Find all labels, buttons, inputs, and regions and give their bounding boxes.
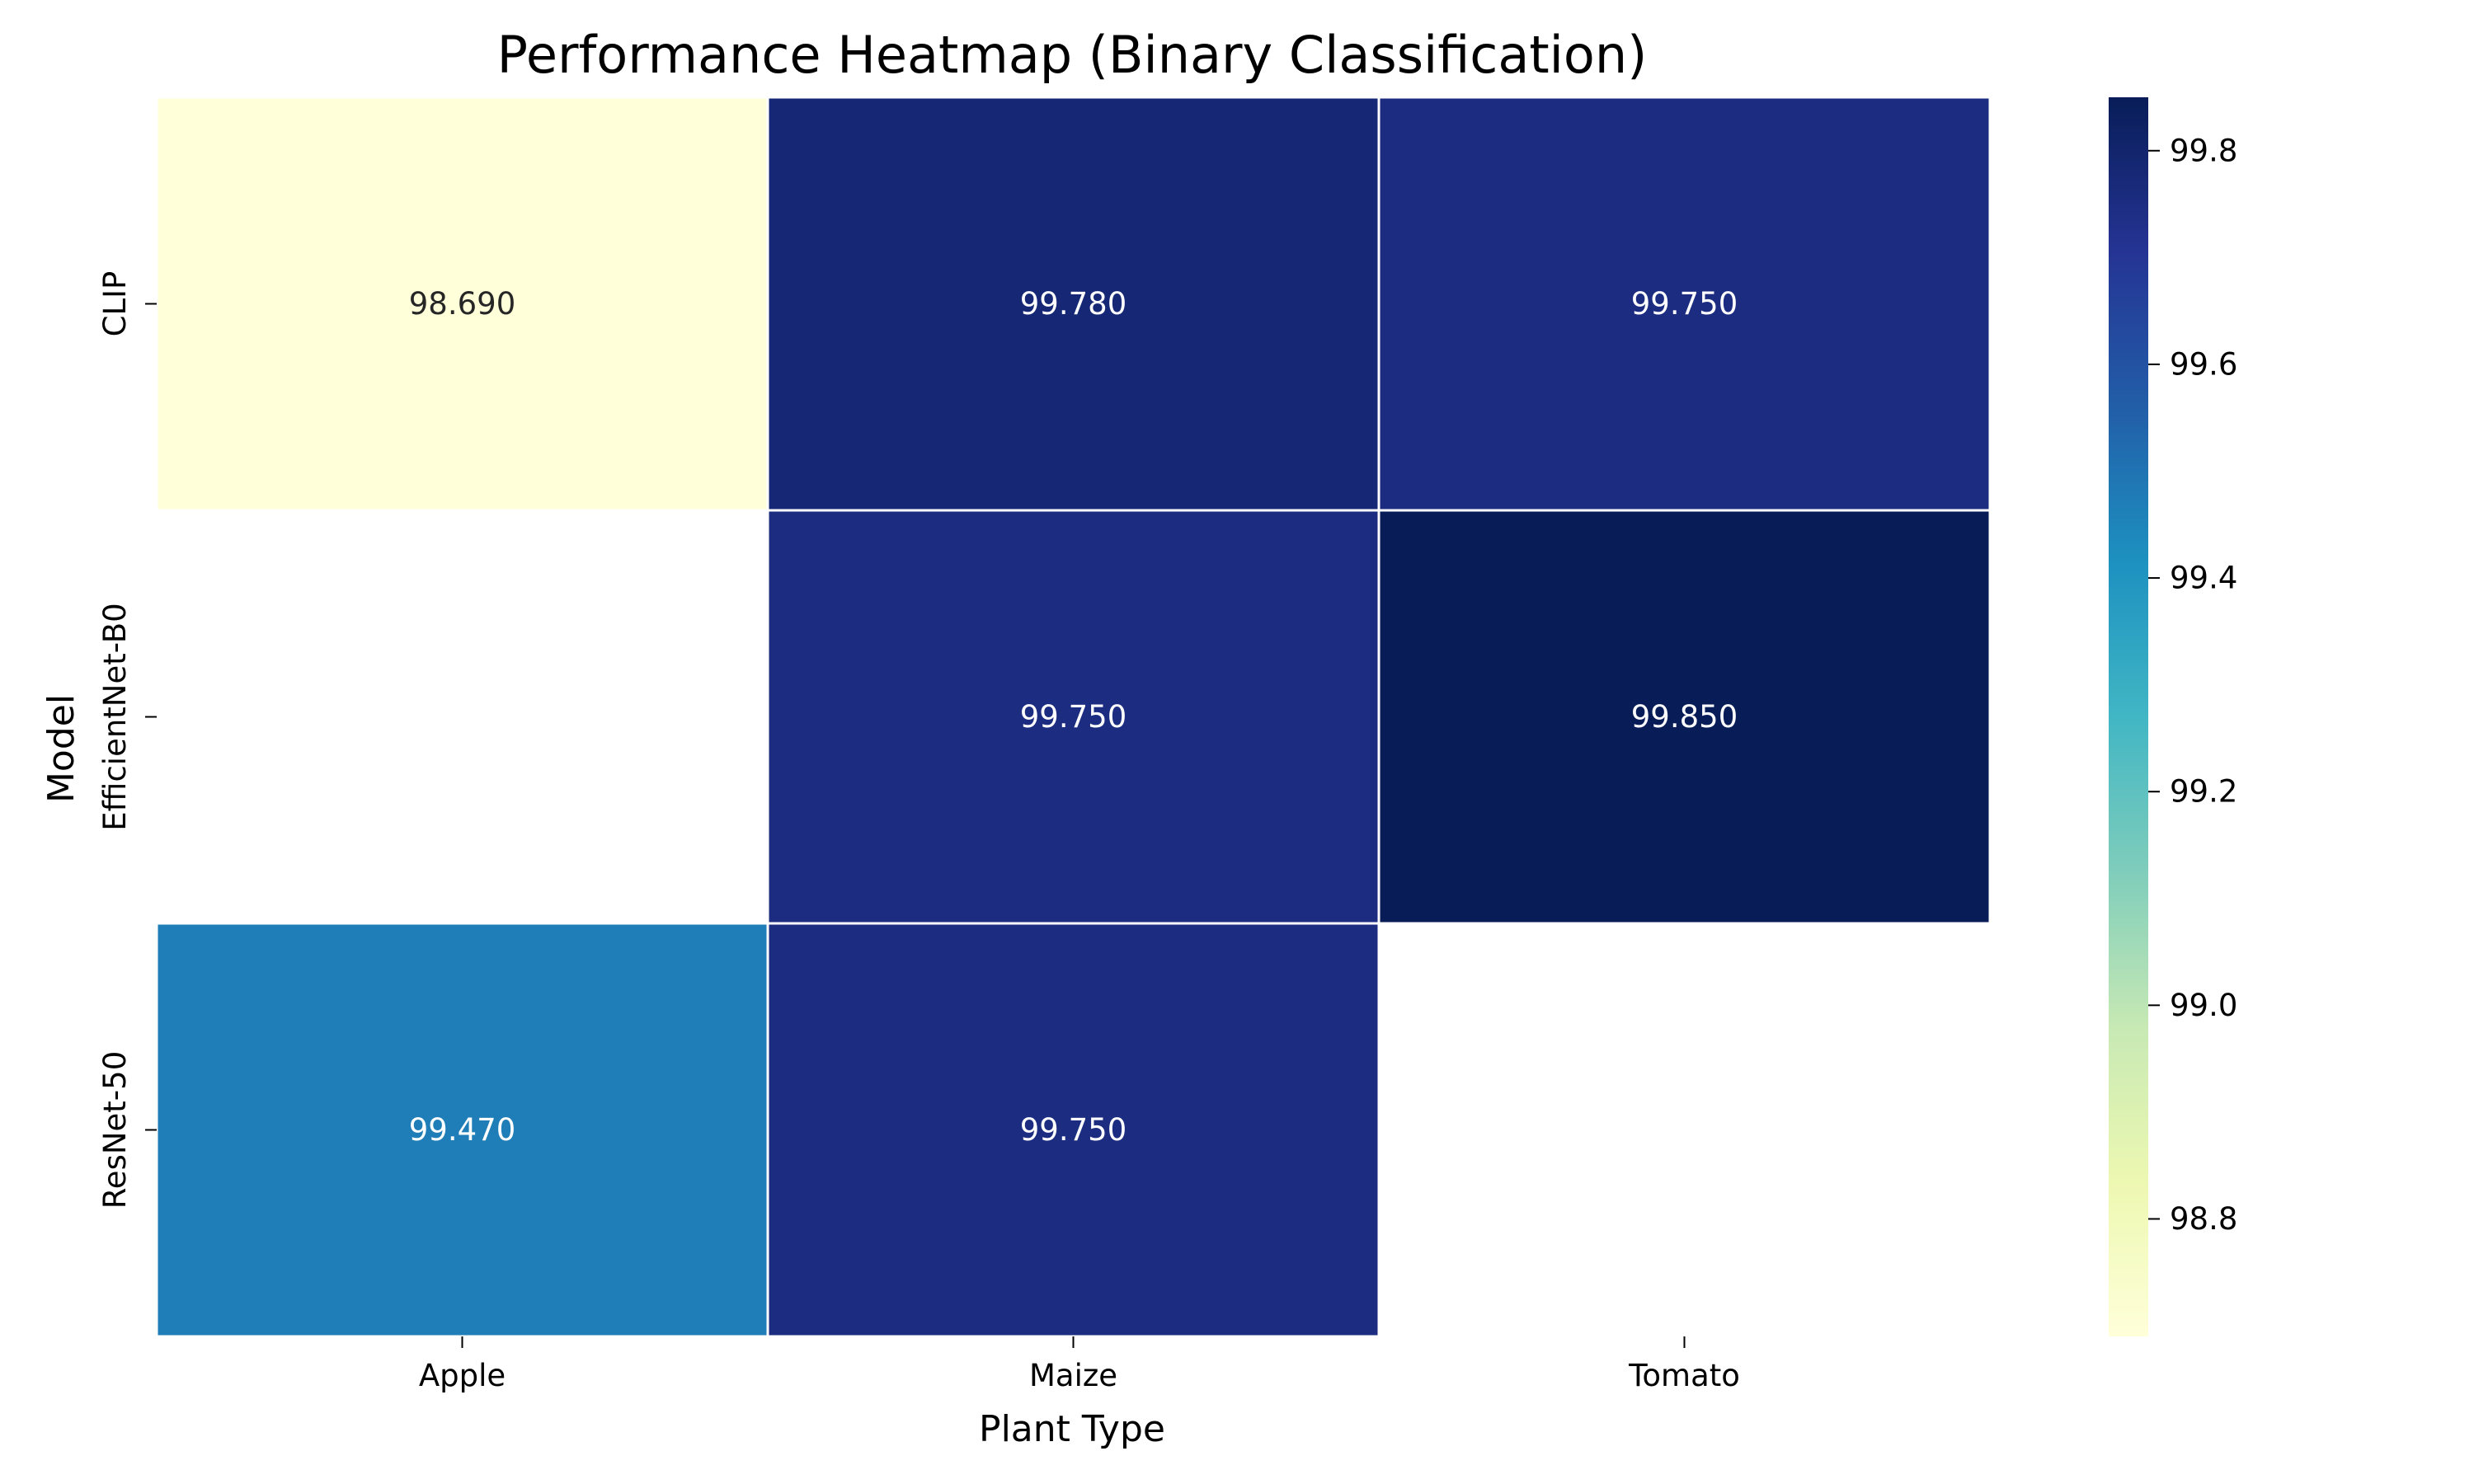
cell-value-label: 99.470 [409,1112,515,1148]
x-tick-label: Apple [419,1358,506,1393]
colorbar-tick-label: 99.4 [2170,561,2237,596]
cell-value-label: 98.690 [409,286,515,322]
x-axis-label: Plant Type [979,1408,1165,1450]
x-tick-label: Maize [1029,1358,1117,1393]
cell-value-label: 99.780 [1020,286,1126,322]
heatmap-cell [766,509,1380,925]
y-axis-label: Model [40,694,82,803]
colorbar-gradient [2109,97,2148,1336]
colorbar-tick-label: 99.6 [2170,346,2237,382]
colorbar-tick-label: 99.8 [2170,133,2237,168]
heatmap-cell [155,96,769,512]
y-tick-label: ResNet-50 [97,1051,133,1209]
colorbar-tick-label: 99.0 [2170,988,2237,1023]
cell-value-label: 99.750 [1020,1112,1126,1148]
heatmap-cell [766,96,1380,512]
colorbar-tick-label: 98.8 [2170,1201,2237,1237]
y-axis-ticks: CLIP EfficientNet-B0 ResNet-50 [97,271,157,1209]
heatmap-cells: 98.690 99.780 99.750 99.750 99.850 99.470 99.7… [155,96,1992,1338]
heatmap-cell [1377,96,1992,512]
colorbar-tick-label: 99.2 [2170,774,2237,810]
heatmap-cell [1377,509,1992,925]
chart-title: Performance Heatmap (Binary Classificati… [497,25,1648,85]
cell-value-label: 99.850 [1631,699,1738,735]
cell-value-label: 99.750 [1020,699,1126,735]
x-axis-ticks: Apple Maize Tomato [419,1336,1740,1393]
x-tick-label: Tomato [1628,1358,1740,1393]
heatmap-cell [766,922,1380,1338]
colorbar: 98.8 99.0 99.2 99.4 99.6 99.8 [2109,97,2237,1336]
y-tick-label: EfficientNet-B0 [97,603,133,830]
y-tick-label: CLIP [97,271,133,337]
heatmap-cell [155,922,769,1338]
cell-value-label: 99.750 [1631,286,1738,322]
